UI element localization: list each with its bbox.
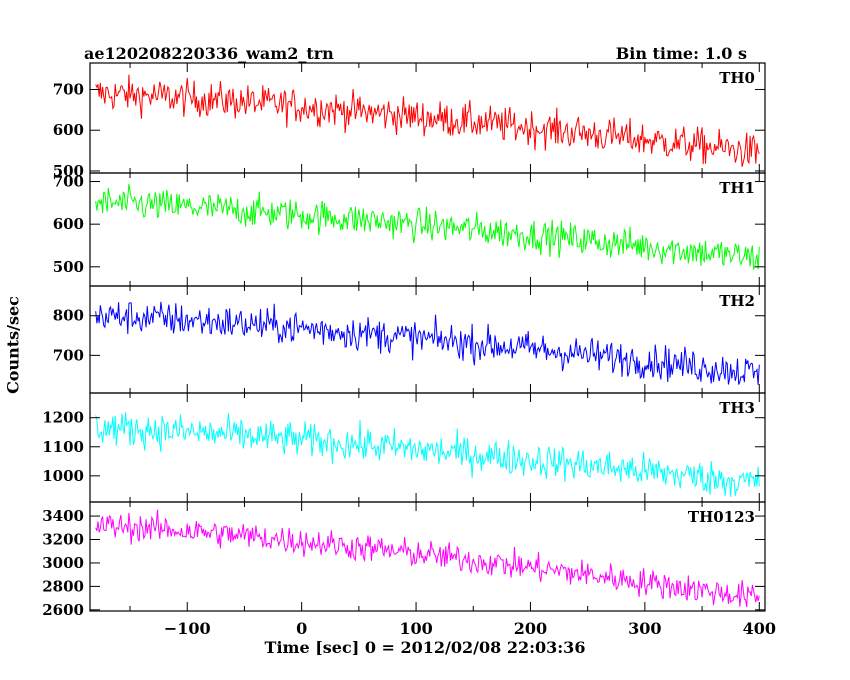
series-line-th1 bbox=[95, 183, 760, 271]
y-tick-label: 700 bbox=[53, 173, 84, 191]
series-line-th0 bbox=[95, 74, 760, 167]
chart-title-right: Bin time: 1.0 s bbox=[615, 44, 747, 63]
y-tick-label: 600 bbox=[53, 215, 84, 233]
y-tick-label: 1100 bbox=[42, 438, 84, 456]
panel-label: TH0123 bbox=[688, 508, 755, 526]
panel-th3: 1000 1100 1200 TH3 bbox=[42, 392, 766, 503]
x-axis-label: Time [sec] 0 = 2012/02/08 22:03:36 bbox=[264, 638, 586, 657]
x-tick-label: 0 bbox=[296, 619, 307, 638]
x-tick-label: 200 bbox=[514, 619, 547, 638]
panel-th0: 500 600 700 TH0 bbox=[53, 62, 766, 180]
y-tick-label: 3200 bbox=[42, 531, 84, 549]
panel-label: TH0 bbox=[719, 69, 755, 87]
x-tick-label: −100 bbox=[164, 619, 211, 638]
x-tick-label: 400 bbox=[743, 619, 776, 638]
series-line-th3 bbox=[95, 412, 760, 498]
y-axis-label: Counts/sec bbox=[3, 296, 23, 394]
panel-th0123: 2600 2800 3000 3200 3400 TH0123 bbox=[42, 501, 766, 619]
panel-label: TH1 bbox=[719, 179, 755, 197]
panel-label: TH3 bbox=[719, 399, 755, 417]
y-tick-label: 500 bbox=[53, 258, 84, 276]
y-tick-label: 1000 bbox=[42, 467, 84, 485]
y-tick-label: 3400 bbox=[42, 507, 84, 525]
panel-frame bbox=[89, 501, 766, 612]
y-tick-label: 2800 bbox=[42, 577, 84, 595]
y-tick-label: 600 bbox=[53, 121, 84, 139]
y-tick-label: 700 bbox=[53, 346, 84, 364]
y-tick-label: 700 bbox=[53, 80, 84, 98]
x-tick-label: 300 bbox=[628, 619, 661, 638]
y-tick-label: 800 bbox=[53, 307, 84, 325]
chart-title-left: ae120208220336_wam2_trn bbox=[84, 44, 334, 63]
y-tick-label: 500 bbox=[53, 162, 84, 180]
panel-th2: 700 800 TH2 bbox=[53, 285, 766, 394]
y-tick-label: 1200 bbox=[42, 409, 84, 427]
y-tick-label: 2600 bbox=[42, 601, 84, 619]
series-line-th2 bbox=[95, 301, 760, 385]
panel-frame bbox=[89, 285, 766, 394]
panel-label: TH2 bbox=[719, 292, 755, 310]
series-line-th0123 bbox=[95, 509, 760, 608]
x-tick-label: 100 bbox=[399, 619, 432, 638]
y-tick-label: 3000 bbox=[42, 554, 84, 572]
panel-th1: 500 600 700 TH1 bbox=[53, 172, 766, 287]
